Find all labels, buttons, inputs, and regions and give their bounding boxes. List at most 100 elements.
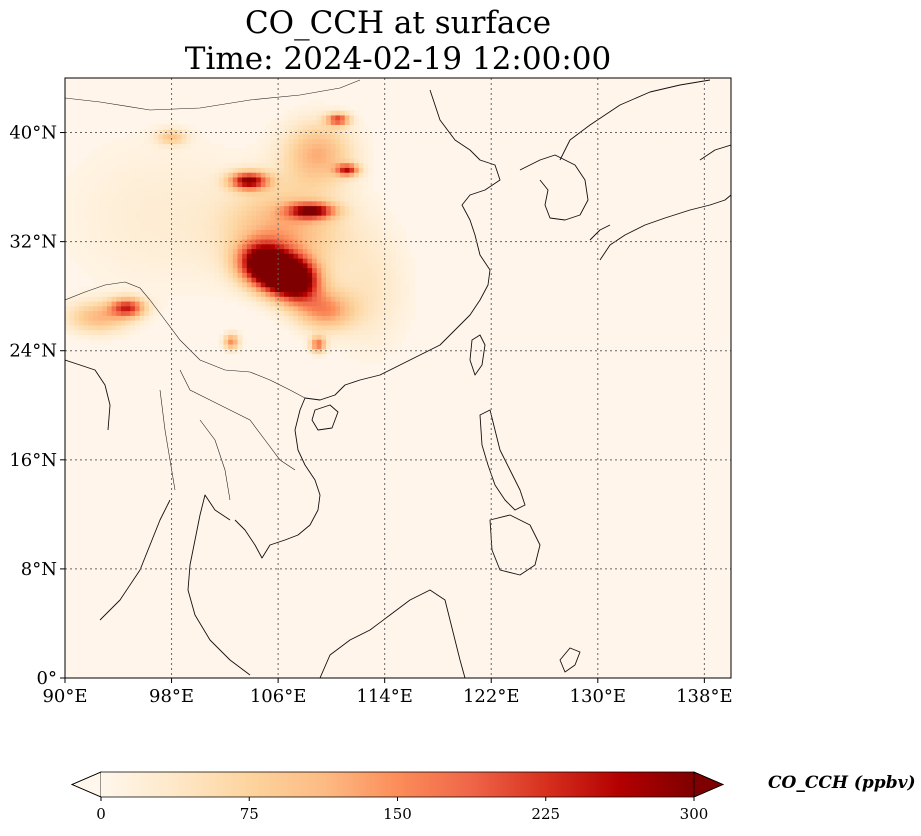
field-cell <box>354 253 360 259</box>
field-cell <box>298 248 304 254</box>
field-cell <box>246 186 253 192</box>
field-cell <box>139 162 145 168</box>
field-cell <box>377 281 383 288</box>
field-cell <box>116 162 122 168</box>
field-cell <box>65 205 71 211</box>
field-cell <box>111 248 117 254</box>
field-cell <box>228 215 234 221</box>
field-cell <box>116 195 122 202</box>
field-cell <box>354 215 360 221</box>
field-cell <box>144 133 150 140</box>
field-cell <box>260 243 267 250</box>
field-cell <box>316 281 323 288</box>
field-cell <box>316 291 323 297</box>
field-cell <box>358 253 364 259</box>
field-cell <box>232 334 239 340</box>
field-cell <box>386 348 392 355</box>
field-cell <box>223 162 229 168</box>
field-cell <box>153 129 159 135</box>
field-cell <box>144 162 150 168</box>
field-cell <box>330 210 336 216</box>
field-cell <box>293 300 299 307</box>
field-cell <box>279 186 285 192</box>
field-cell <box>340 329 346 335</box>
field-cell <box>340 181 346 188</box>
field-cell <box>256 296 262 302</box>
field-cell <box>144 143 150 149</box>
field-cell <box>377 253 383 259</box>
field-cell <box>377 243 383 250</box>
field-cell <box>97 334 103 340</box>
map-panel: 90°E 98°E 106°E 114°E 122°E 130°E 138°E 0°8°N1… <box>9 77 733 707</box>
field-cell <box>97 186 103 192</box>
field-cell <box>326 157 332 164</box>
field-cell <box>181 243 187 250</box>
field-cell <box>92 339 99 345</box>
field-cell <box>204 258 211 264</box>
field-cell <box>83 286 89 293</box>
field-cell <box>358 205 364 211</box>
field-cell <box>83 267 89 273</box>
field-cell <box>69 195 75 202</box>
field-cell <box>326 296 332 302</box>
field-cell <box>223 200 229 207</box>
field-cell <box>120 172 127 178</box>
field-cell <box>265 267 271 273</box>
field-cell <box>186 143 192 149</box>
field-cell <box>372 234 378 240</box>
field-cell <box>200 200 206 207</box>
field-cell <box>372 296 378 302</box>
field-cell <box>106 334 113 340</box>
field-cell <box>363 248 369 254</box>
field-cell <box>209 267 215 273</box>
field-cell <box>405 243 411 250</box>
field-cell <box>316 343 323 350</box>
field-cell <box>288 114 295 121</box>
field-cell <box>246 191 253 197</box>
field-cell <box>344 129 350 135</box>
field-cell <box>326 181 332 188</box>
field-cell <box>391 281 397 288</box>
field-cell <box>344 191 350 197</box>
field-cell <box>326 195 332 202</box>
field-cell <box>326 219 332 226</box>
field-cell <box>377 358 383 364</box>
field-cell <box>139 296 145 302</box>
field-cell <box>288 153 295 159</box>
title-line-1: CO_CCH at surface <box>245 5 551 41</box>
field-cell <box>363 320 369 326</box>
field-cell <box>288 129 295 135</box>
field-cell <box>88 186 94 192</box>
field-cell <box>349 320 355 326</box>
field-cell <box>265 162 271 168</box>
field-cell <box>139 210 145 216</box>
field-cell <box>162 262 169 269</box>
field-cell <box>144 305 150 312</box>
field-cell <box>204 186 211 192</box>
field-cell <box>116 205 122 211</box>
field-cell <box>340 224 346 230</box>
field-cell <box>167 248 173 254</box>
field-cell <box>172 181 178 188</box>
field-cell <box>204 286 211 293</box>
field-cell <box>335 300 341 307</box>
field-cell <box>134 315 141 321</box>
field-cell <box>158 215 164 221</box>
field-cell <box>354 315 360 321</box>
field-cell <box>330 176 336 183</box>
field-cell <box>349 143 355 149</box>
field-cell <box>200 153 206 159</box>
field-cell <box>158 153 164 159</box>
field-cell <box>144 210 150 216</box>
field-cell <box>116 262 122 269</box>
field-cell <box>102 329 108 335</box>
field-cell <box>102 210 108 216</box>
field-cell <box>354 258 360 264</box>
field-cell <box>316 157 323 164</box>
field-cell <box>134 195 141 202</box>
field-cell <box>148 210 155 216</box>
field-cell <box>312 324 318 331</box>
field-cell <box>400 267 406 273</box>
field-cell <box>130 234 136 240</box>
field-cell <box>125 291 131 297</box>
